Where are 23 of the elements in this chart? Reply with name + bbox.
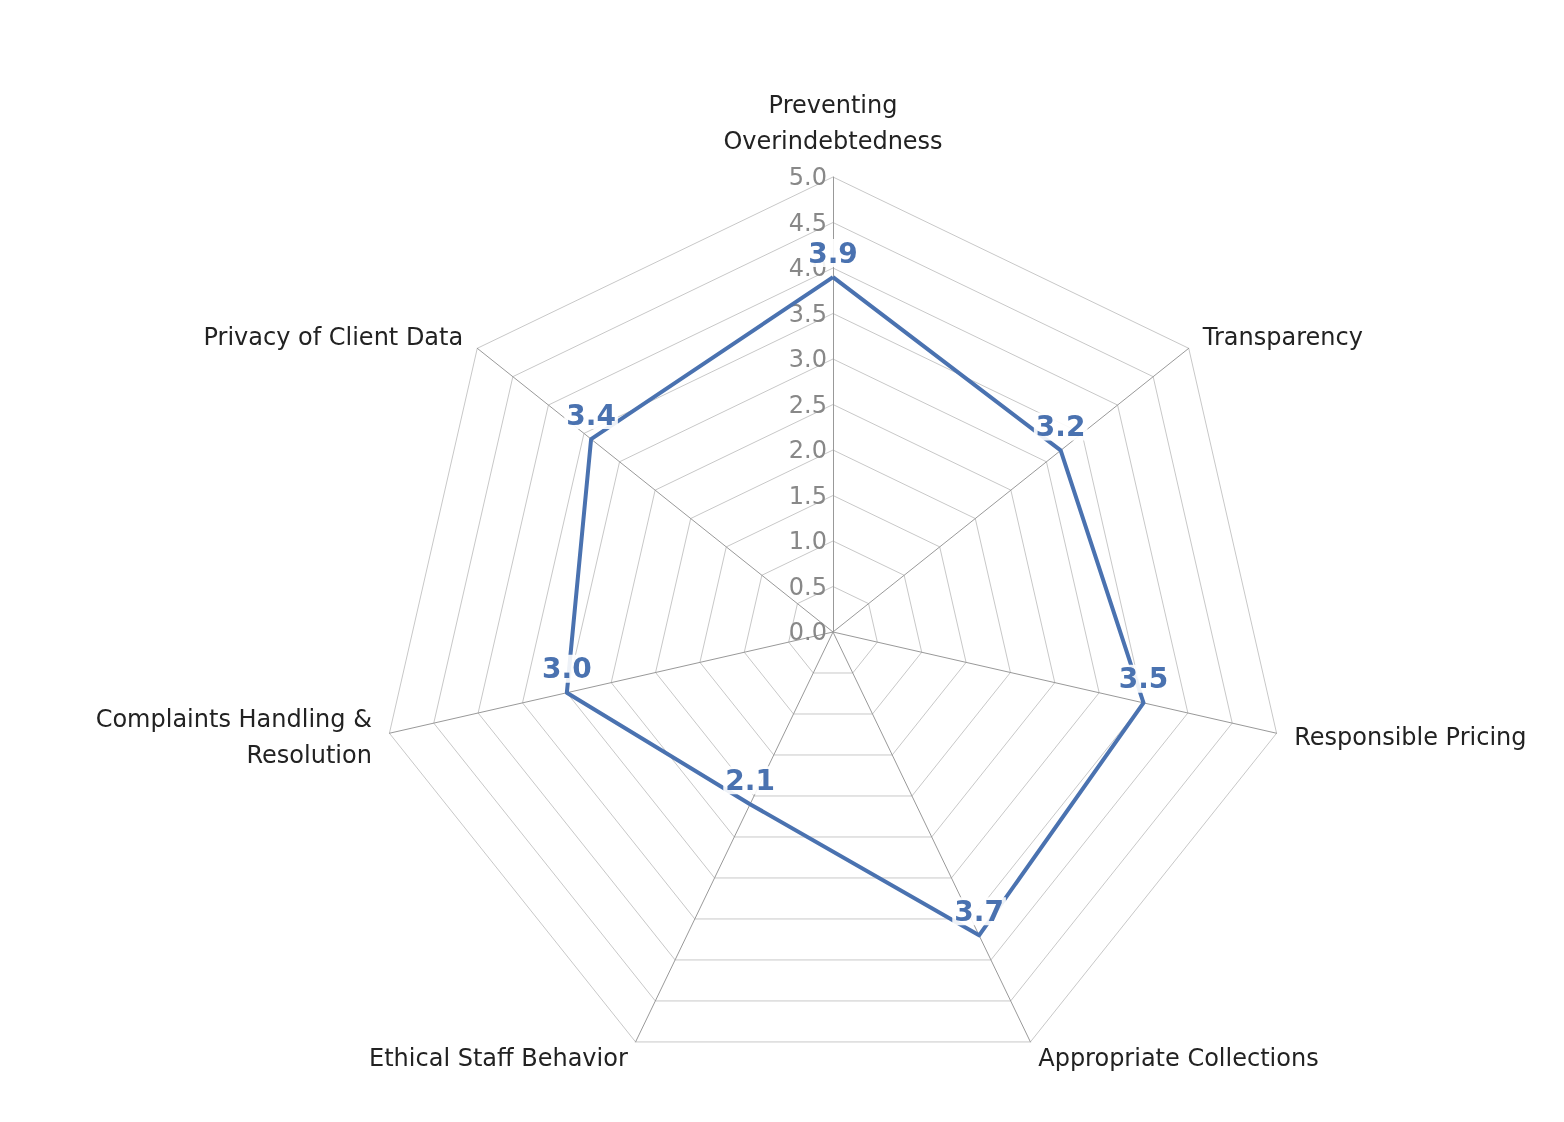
y-tick-label: 0.5 [788,572,827,601]
y-tick-label: 3.0 [788,345,827,373]
text: 3.4 [566,398,616,432]
y-tick-label: 4.5 [788,208,827,237]
y-tick-label: 5.0 [788,163,827,191]
spoke-label: Privacy of Client Data [203,323,464,352]
text: 3.2 [1035,409,1086,443]
text: 3.7 [954,894,1004,928]
spoke-label: Ethical Staff Behavior [369,1044,628,1073]
text: 3.0 [542,652,592,686]
y-tick-label: 0.0 [788,618,827,646]
spoke-label: Appropriate Collections [1038,1044,1319,1073]
spoke-label: Responsible Pricing [1294,723,1527,752]
spoke-label: Complaints Handling & Resolution [95,705,372,770]
spoke-label: Transparency [1201,323,1363,352]
y-tick-label: 3.5 [788,299,827,328]
spoke-label: Preventing Overindebtedness [723,91,943,155]
y-tick-label: 1.5 [788,481,827,510]
text: 3.5 [1118,662,1169,696]
y-tick-label: 2.0 [788,436,827,464]
y-tick-label: 1.0 [788,527,827,555]
y-tick-label: 2.5 [788,390,827,419]
text: 2.1 [725,763,775,797]
